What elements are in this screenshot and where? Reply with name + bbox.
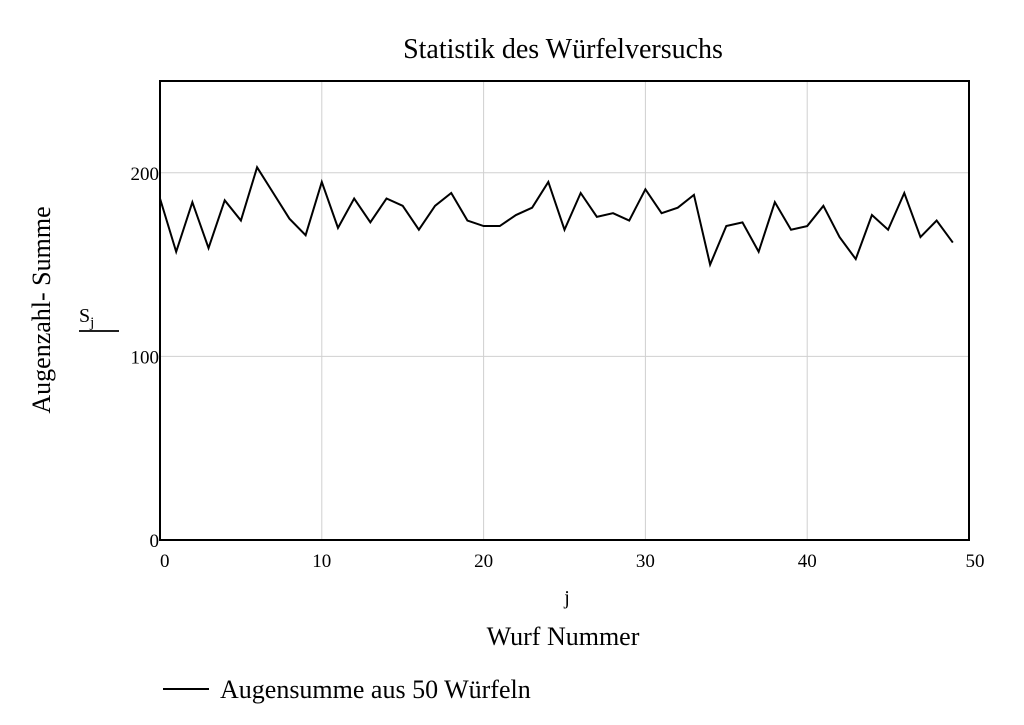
x-tick-label-2: 20 [474,551,493,572]
y-tick-labels: 0 100 200 [131,164,160,552]
x-tick-label-0: 0 [160,551,170,572]
chart-title: Statistik des Würfelversuchs [403,34,723,65]
plot-frame [159,80,970,541]
x-tick-label-4: 40 [798,551,817,572]
grid [160,81,969,540]
legend-label: Augensumme aus 50 Würfeln [220,675,531,704]
x-tick-label-5: 50 [966,551,985,572]
y-tick-label-2: 200 [131,164,160,185]
legend: Augensumme aus 50 Würfeln [163,675,531,704]
x-axis-title: Wurf Nummer [487,622,640,651]
svg-text:Sj: Sj [79,305,94,331]
y-tick-label-0: 0 [150,531,160,552]
y-tick-label-1: 100 [131,347,160,368]
x-variable: j [563,587,570,609]
series-layer [159,164,954,268]
y-variable-base: S [79,305,90,327]
x-tick-labels: 0 10 20 30 40 50 [160,551,985,572]
series-line-0 [159,164,954,268]
y-axis-title: Augenzahl- Summe [27,206,56,413]
y-variable-sub: j [89,315,94,331]
y-variable: Sj [79,305,119,332]
x-tick-label-3: 30 [636,551,655,572]
x-tick-label-1: 10 [312,551,331,572]
